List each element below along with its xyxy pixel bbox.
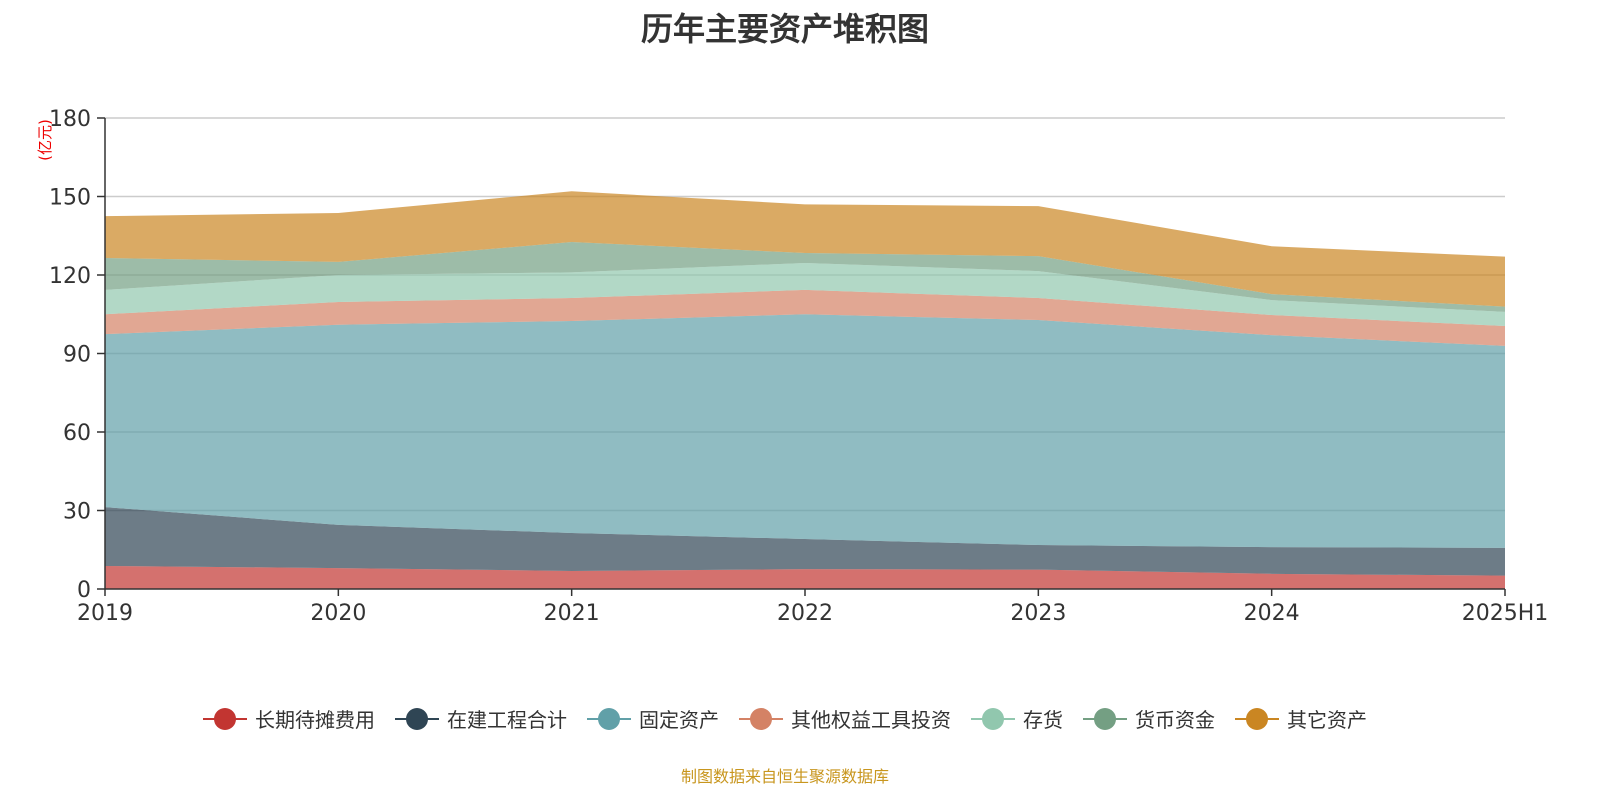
x-tick-label: 2022 <box>777 601 833 626</box>
x-tick-label: 2021 <box>544 601 600 626</box>
legend-label: 其它资产 <box>1287 708 1367 732</box>
legend-item[interactable]: 固定资产 <box>587 704 719 733</box>
y-tick-label: 150 <box>49 186 91 211</box>
legend-swatch-icon <box>971 705 1015 733</box>
legend-item[interactable]: 长期待摊费用 <box>203 704 375 733</box>
x-tick-label: 2020 <box>310 601 366 626</box>
x-tick-label: 2024 <box>1244 601 1300 626</box>
legend-label: 其他权益工具投资 <box>791 708 951 732</box>
x-tick-label: 2025H1 <box>1462 601 1549 626</box>
legend-label: 长期待摊费用 <box>255 708 375 732</box>
x-tick-label: 2023 <box>1010 601 1066 626</box>
legend-label: 货币资金 <box>1135 708 1215 732</box>
y-tick-label: 0 <box>77 578 91 603</box>
legend-item[interactable]: 其他权益工具投资 <box>739 704 951 733</box>
legend-label: 固定资产 <box>639 708 719 732</box>
legend-item[interactable]: 在建工程合计 <box>395 704 567 733</box>
y-tick-label: 60 <box>63 421 91 446</box>
legend-swatch-icon <box>587 705 631 733</box>
area-series-1 <box>105 507 1505 576</box>
x-tick-label: 2019 <box>77 601 133 626</box>
y-tick-label: 30 <box>63 500 91 525</box>
area-series-6 <box>105 191 1505 307</box>
legend: 长期待摊费用 在建工程合计 固定资产 其他权益工具投资 存货 货币资金 其它资产 <box>0 704 1570 733</box>
legend-swatch-icon <box>203 705 247 733</box>
legend-label: 存货 <box>1023 708 1063 732</box>
data-source-note: 制图数据来自恒生聚源数据库 <box>680 767 889 786</box>
legend-item[interactable]: 存货 <box>971 704 1063 733</box>
y-tick-label: 180 <box>49 107 91 132</box>
area-series-2 <box>105 314 1505 548</box>
area-series-4 <box>105 262 1505 327</box>
area-series-3 <box>105 289 1505 346</box>
y-tick-label: 120 <box>49 264 91 289</box>
legend-swatch-icon <box>1235 705 1279 733</box>
chart-title: 历年主要资产堆积图 <box>640 10 929 48</box>
stacked-area-chart: 0 30 60 90 120 150 180 2019 2020 2021 2022 2023 2024… <box>36 107 1549 626</box>
y-axis-label: (亿元) <box>36 119 54 161</box>
legend-swatch-icon <box>395 705 439 733</box>
legend-item[interactable]: 其它资产 <box>1235 704 1367 733</box>
legend-label: 在建工程合计 <box>447 708 567 732</box>
legend-swatch-icon <box>739 705 783 733</box>
legend-swatch-icon <box>1083 705 1127 733</box>
area-series-5 <box>105 242 1505 312</box>
y-tick-label: 90 <box>63 343 91 368</box>
legend-item[interactable]: 货币资金 <box>1083 704 1215 733</box>
